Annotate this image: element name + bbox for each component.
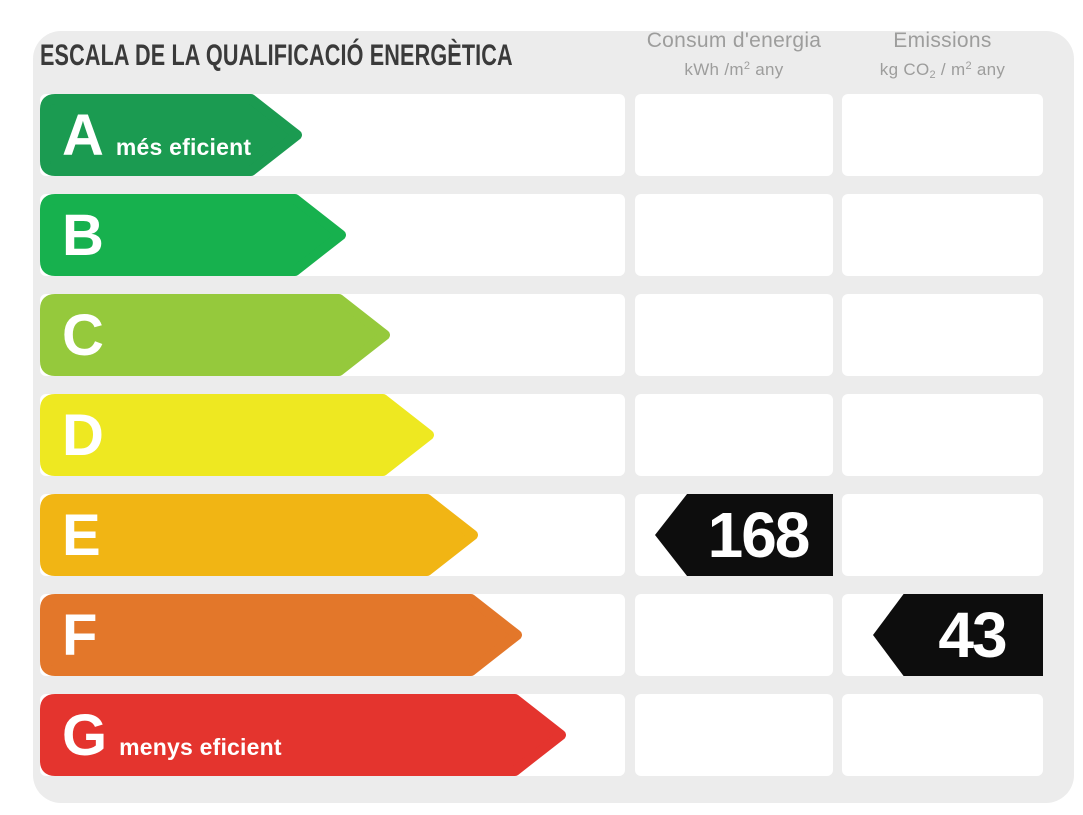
rating-row-G: G menys eficient xyxy=(0,694,1083,776)
emissions-cell xyxy=(842,694,1043,776)
grade-letter: B xyxy=(62,203,104,268)
emissions-value: 43 xyxy=(938,599,1007,671)
emissions-unit-subscript: 2 xyxy=(929,69,936,81)
consumption-unit-suffix: any xyxy=(750,60,784,79)
grade-letter: C xyxy=(62,303,104,368)
grade-arrow-label: D xyxy=(40,394,116,476)
rating-row-A: A més eficient xyxy=(0,94,1083,176)
grade-letter: G xyxy=(62,703,108,768)
consumption-column-unit: kWh /m2 any xyxy=(635,55,833,81)
grade-arrow xyxy=(40,294,390,376)
grade-arrow-shape xyxy=(40,594,522,676)
grade-arrow-label: E xyxy=(40,494,113,576)
emissions-unit-suffix: any xyxy=(971,60,1006,79)
emissions-column-header: Emissions kg CO2 / m2 any xyxy=(842,27,1043,87)
grade-arrow-shape xyxy=(40,94,302,176)
grade-arrow-shape xyxy=(40,394,434,476)
emissions-column-unit: kg CO2 / m2 any xyxy=(842,55,1043,87)
grade-letter: D xyxy=(62,403,104,468)
consumption-column-header: Consum d'energia kWh /m2 any xyxy=(635,27,833,81)
grade-arrow-shape xyxy=(40,194,346,276)
grade-letter: A xyxy=(62,103,104,168)
rating-row-C: C xyxy=(0,294,1083,376)
grade-arrow xyxy=(40,394,434,476)
consumption-value-marker: 168 xyxy=(655,494,833,576)
grade-arrow-shape xyxy=(40,694,566,776)
consumption-cell xyxy=(635,194,833,276)
grade-arrow-label: C xyxy=(40,294,116,376)
grade-arrow xyxy=(40,194,346,276)
rating-row-D: D xyxy=(0,394,1083,476)
consumption-cell xyxy=(635,594,833,676)
consumption-unit-text: kWh /m xyxy=(684,60,744,79)
page-title: ESCALA DE LA QUALIFICACIÓ ENERGÈTICA xyxy=(40,39,513,72)
rating-row-E: E xyxy=(0,494,1083,576)
grade-arrow xyxy=(40,94,302,176)
consumption-cell xyxy=(635,294,833,376)
grade-sublabel: més eficient xyxy=(115,134,252,160)
consumption-column-title: Consum d'energia xyxy=(646,29,822,52)
emissions-cell xyxy=(842,194,1043,276)
emissions-column-title: Emissions xyxy=(893,29,992,52)
emissions-unit-mid-text: / m xyxy=(935,60,966,79)
emissions-cell xyxy=(842,394,1043,476)
emissions-value-marker: 43 xyxy=(873,594,1043,676)
grade-sublabel: menys eficient xyxy=(119,734,282,760)
consumption-cell xyxy=(635,694,833,776)
rating-row-B: B xyxy=(0,194,1083,276)
grade-letter: E xyxy=(62,503,101,568)
consumption-value: 168 xyxy=(707,499,811,571)
grade-letter: F xyxy=(62,603,98,668)
emissions-cell xyxy=(842,294,1043,376)
consumption-cell xyxy=(635,394,833,476)
grade-arrow xyxy=(40,694,566,776)
grade-arrow-label: G menys eficient xyxy=(40,694,282,776)
grade-arrow-label: B xyxy=(40,194,116,276)
grade-arrow xyxy=(40,594,522,676)
grade-arrow xyxy=(40,494,478,576)
emissions-unit-text: kg CO xyxy=(879,60,930,79)
consumption-cell xyxy=(635,94,833,176)
grade-arrow-label: A més eficient xyxy=(40,94,251,176)
emissions-cell xyxy=(842,494,1043,576)
emissions-cell xyxy=(842,94,1043,176)
emissions-unit-superscript: 2 xyxy=(965,60,972,72)
consumption-unit-superscript: 2 xyxy=(743,60,751,72)
grade-arrow-label: F xyxy=(40,594,109,676)
grade-arrow-shape xyxy=(40,494,478,576)
grade-arrow-shape xyxy=(40,294,390,376)
